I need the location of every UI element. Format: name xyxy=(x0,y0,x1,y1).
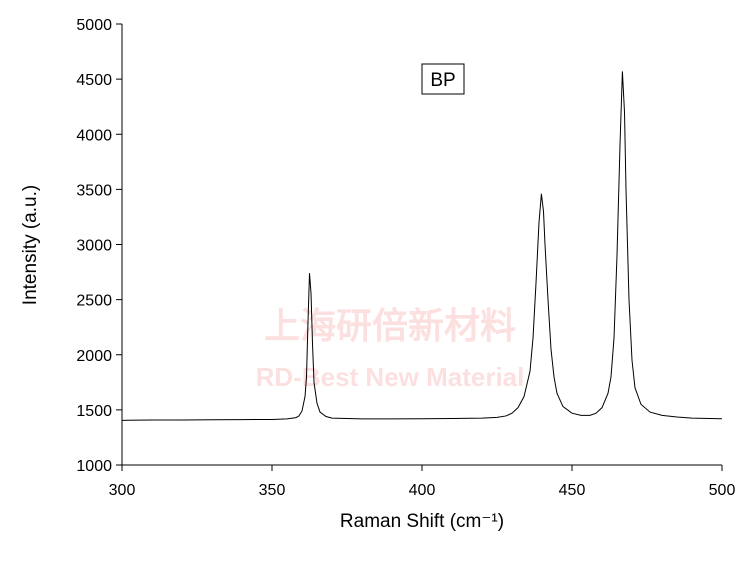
y-tick-label: 3000 xyxy=(76,238,112,255)
y-tick-label: 4000 xyxy=(76,127,112,144)
y-tick-label: 1000 xyxy=(76,458,112,475)
x-tick-label: 450 xyxy=(559,482,586,499)
x-axis-label: Raman Shift (cm⁻¹) xyxy=(340,511,504,532)
y-tick-label: 5000 xyxy=(76,17,112,34)
annotation: BP xyxy=(430,70,455,91)
watermark-cn: 上海研倍新材料 xyxy=(264,305,516,346)
y-tick-label: 3500 xyxy=(76,182,112,199)
watermark-en: RD-Best New Material xyxy=(256,362,525,392)
y-tick-label: 2500 xyxy=(76,293,112,310)
y-tick-label: 1500 xyxy=(76,403,112,420)
y-tick-label: 4500 xyxy=(76,72,112,89)
x-tick-label: 300 xyxy=(109,482,136,499)
x-tick-label: 350 xyxy=(259,482,286,499)
watermark: 上海研倍新材料 RD-Best New Material xyxy=(256,305,525,392)
y-tick-label: 2000 xyxy=(76,348,112,365)
x-tick-label: 400 xyxy=(409,482,436,499)
y-axis-label: Intensity (a.u.) xyxy=(20,185,41,305)
x-tick-label: 500 xyxy=(709,482,736,499)
annotation-box xyxy=(421,63,465,95)
data-line xyxy=(121,71,723,421)
